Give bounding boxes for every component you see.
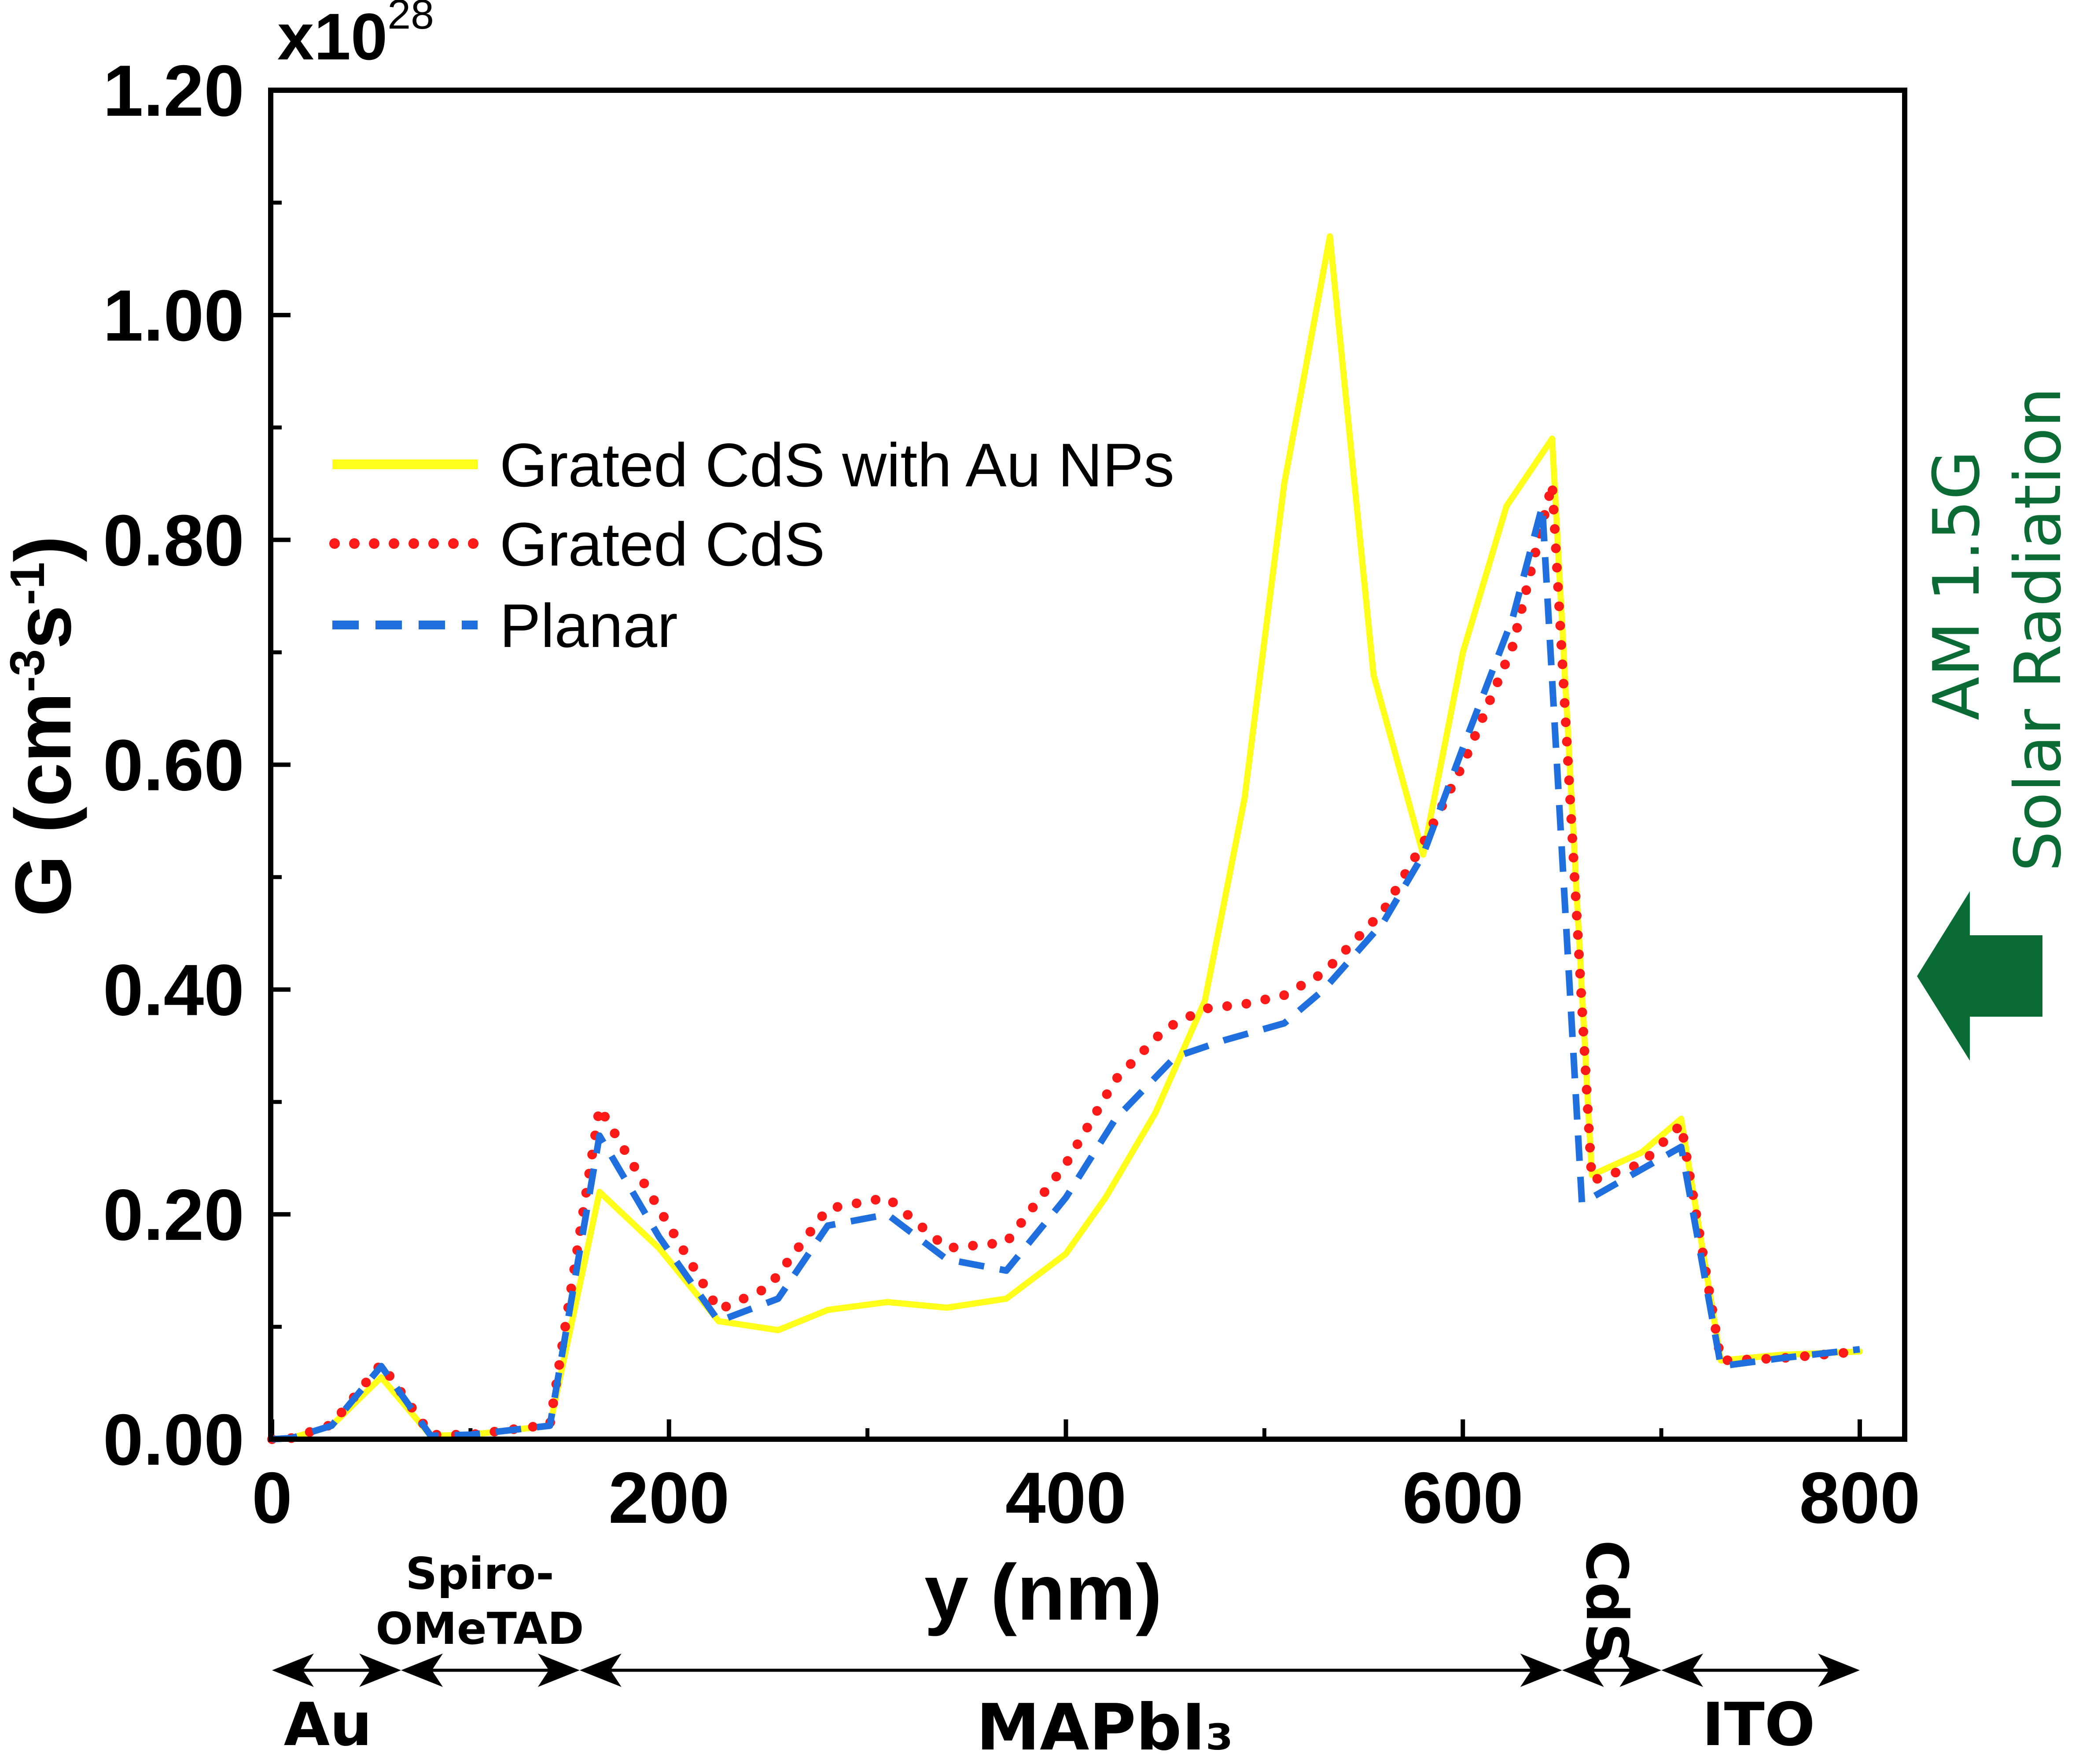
- layer-label-ito: ITO: [1702, 1690, 1815, 1759]
- y-tick-label: 0.60: [103, 725, 244, 806]
- series-line-grated-cds-with-au-nps: [269, 233, 1863, 1442]
- multiplier-base: x10: [277, 0, 387, 74]
- layer-label-au: Au: [284, 1690, 372, 1759]
- plot-frame: [268, 88, 1907, 1442]
- arrowhead-left-icon: [579, 1654, 622, 1687]
- legend: Grated CdS with Au NPs Grated CdS Planar: [329, 430, 1174, 660]
- arrowhead-right-icon: [1619, 1654, 1662, 1687]
- arrowhead-left-icon: [401, 1654, 443, 1687]
- arrowhead-left-icon: [272, 1654, 314, 1687]
- legend-label-au-nps: Grated CdS with Au NPs: [500, 430, 1174, 500]
- solar-label-line2: Solar Radiation: [2001, 387, 2075, 872]
- arrowhead-right-icon: [359, 1654, 401, 1687]
- y-axis-multiplier: x1028: [277, 0, 434, 74]
- arrowhead-right-icon: [1818, 1654, 1860, 1687]
- layer-span-spiro-ometad: [401, 1654, 580, 1687]
- layer-span-au: [272, 1654, 401, 1687]
- layer-label-spiro-line2: OMeTAD: [375, 1603, 584, 1654]
- arrowhead-left-icon: [1661, 1654, 1704, 1687]
- layer-arrows: [272, 1654, 1860, 1687]
- y-tick-label: 1.20: [103, 50, 244, 131]
- multiplier-exponent: 28: [387, 0, 434, 38]
- y-tick-label: 0.80: [103, 500, 244, 581]
- legend-label-grated-cds: Grated CdS: [500, 510, 825, 579]
- x-tick-label: 0: [252, 1457, 292, 1538]
- layer-label-cds: CdS: [1573, 1540, 1640, 1664]
- y-tick-label: 0.20: [103, 1174, 244, 1255]
- layer-label-spiro-line1: Spiro-: [405, 1548, 554, 1599]
- y-axis-title: G (cm-3s-1): [0, 536, 88, 917]
- x-tick-label: 600: [1402, 1457, 1523, 1538]
- arrowhead-right-icon: [1520, 1654, 1562, 1687]
- y-tick-label: 0.00: [103, 1399, 244, 1480]
- layer-span-ito: [1661, 1654, 1860, 1687]
- arrowhead-right-icon: [537, 1654, 580, 1687]
- y-tick-label: 0.40: [103, 949, 244, 1030]
- solar-radiation-annotation: AM 1.5G Solar Radiation: [1917, 387, 2075, 1061]
- data-series: [267, 233, 1865, 1444]
- series-line-planar: [272, 503, 1860, 1443]
- arrowhead-left-icon: [1562, 1654, 1604, 1687]
- device-layers: Au Spiro- OMeTAD MAPbI₃ CdS ITO: [272, 1540, 1860, 1764]
- layer-span-mapbi3: [579, 1654, 1562, 1687]
- x-tick-label: 400: [1005, 1457, 1126, 1538]
- x-tick-label: 200: [608, 1457, 729, 1538]
- layer-span-cds: [1562, 1654, 1662, 1687]
- x-axis-title: y (nm): [924, 1548, 1162, 1637]
- y-tick-label: 1.00: [103, 275, 244, 356]
- layer-label-mapbi3: MAPbI₃: [976, 1690, 1233, 1762]
- incident-light-arrow-icon: [1917, 891, 2042, 1061]
- legend-label-planar: Planar: [500, 591, 678, 660]
- x-tick-label: 800: [1799, 1457, 1920, 1538]
- axis-ticks: 0.00 0.20 0.40 0.60 0.80 1.00 1.20 0 200 400 600 80…: [103, 50, 1921, 1538]
- solar-label-line1: AM 1.5G: [1920, 450, 1994, 720]
